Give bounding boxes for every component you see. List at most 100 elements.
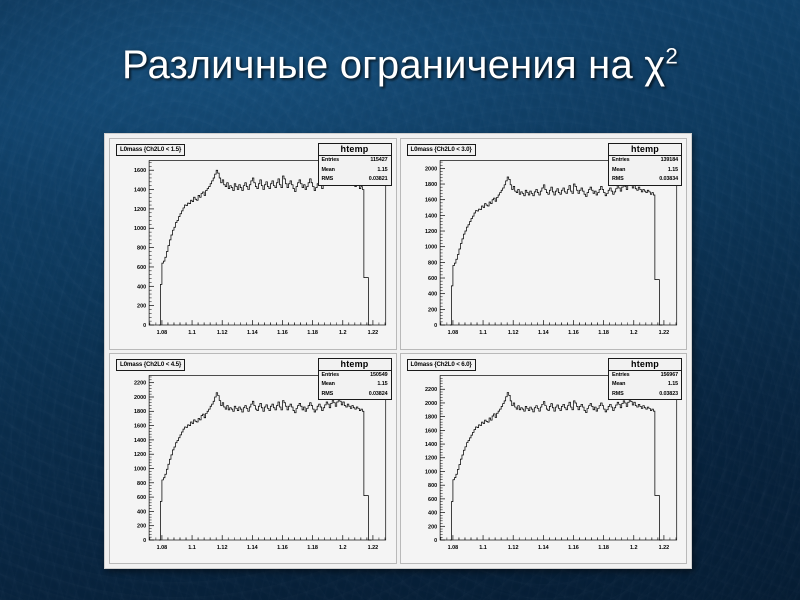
page-title: Различные ограничения на χ2	[0, 44, 800, 86]
statistics-key: Mean	[321, 381, 335, 387]
statistics-value: 1.15	[377, 166, 388, 173]
y-tick-label: 1200	[425, 229, 437, 235]
histogram-curve	[158, 169, 372, 326]
x-tick-label: 1.1	[188, 544, 196, 550]
y-tick-label: 0	[434, 537, 437, 543]
statistics-value: 1.15	[667, 381, 678, 387]
histogram-pad[interactable]: L0mass {Ch2L0 < 4.5} htemp Entries 150549 Me…	[109, 352, 397, 564]
y-tick-label: 1600	[425, 198, 437, 204]
y-tick-label: 0	[143, 537, 146, 543]
statistics-value: 0.03834	[659, 176, 678, 182]
y-tick-label: 1400	[134, 188, 146, 194]
y-tick-label: 200	[428, 307, 437, 313]
x-tick-label: 1.12	[507, 544, 518, 550]
y-tick-label: 1800	[425, 182, 437, 188]
y-tick-label: 800	[428, 483, 437, 489]
y-tick-label: 2000	[425, 166, 437, 172]
y-tick-label: 1400	[134, 437, 146, 443]
statistics-row: Mean 1.15	[609, 166, 681, 176]
statistics-box[interactable]: htemp Entries 139184 Mean 1.15 RMS 0.03834	[608, 143, 682, 186]
x-tick-label: 1.18	[598, 544, 609, 550]
statistics-value: 0.03821	[368, 176, 388, 182]
statistics-key: Entries	[612, 371, 630, 378]
statistics-key: Entries	[321, 157, 340, 163]
statistics-key: Mean	[612, 381, 626, 387]
y-tick-label: 400	[137, 509, 146, 515]
x-tick-label: 1.2	[629, 544, 637, 550]
plot-area: 0 200 400 600 800 1000 1200 1400 1600 1800 2000 220…	[401, 354, 687, 564]
plot-area: 0 200 400 600 800 1000 1200 1400 1600 1800 2000 1.0…	[401, 139, 687, 349]
y-tick-label: 1400	[425, 213, 437, 219]
statistics-row: Entries 156967	[609, 371, 681, 381]
statistics-box-title: htemp	[609, 144, 681, 156]
statistics-value: 150549	[370, 371, 388, 378]
x-axis: 1.08 1.1 1.12 1.14 1.16 1.18 1.2 1.22	[149, 320, 386, 336]
statistics-row: Entries 150549	[319, 371, 391, 381]
y-tick-label: 2000	[425, 400, 437, 406]
histogram-pad[interactable]: L0mass {Ch2L0 < 3.0} htemp Entries 139184 Me…	[399, 138, 687, 350]
x-tick-label: 1.18	[598, 330, 609, 336]
x-tick-label: 1.08	[157, 330, 168, 336]
x-tick-label: 1.1	[479, 330, 487, 336]
statistics-row: Mean 1.15	[319, 166, 391, 176]
x-tick-label: 1.22	[658, 330, 669, 336]
x-tick-label: 1.12	[217, 544, 228, 550]
statistics-box-title: htemp	[318, 144, 391, 156]
histogram-curve	[449, 176, 662, 326]
y-axis: 0 200 400 600 800 1000 1200 1400 1600 1800 2000	[425, 161, 445, 329]
y-tick-label: 200	[137, 304, 146, 310]
y-axis: 0 200 400 600 800 1000 1200 1400 1600 1800 2000 220…	[134, 376, 154, 543]
histogram-pad-grid: L0mass {Ch2L0 < 1.5} htemp Entries 115427 Me…	[109, 138, 687, 564]
statistics-value: 1.15	[667, 166, 678, 173]
x-axis: 1.08 1.1 1.12 1.14 1.16 1.18 1.2 1.22	[440, 320, 676, 336]
statistics-value: 0.03824	[368, 390, 388, 397]
histogram-curve	[449, 391, 662, 540]
histogram-pad[interactable]: L0mass {Ch2L0 < 1.5} htemp Entries 115427 Me…	[109, 138, 397, 350]
x-tick-label: 1.14	[247, 330, 259, 336]
statistics-key: RMS	[612, 390, 624, 397]
y-tick-label: 800	[137, 480, 146, 486]
y-tick-label: 1200	[425, 455, 437, 461]
y-tick-label: 800	[428, 260, 437, 266]
x-tick-label: 1.16	[277, 544, 288, 550]
y-tick-label: 600	[137, 495, 146, 501]
x-tick-label: 1.2	[339, 544, 347, 550]
y-tick-label: 400	[428, 510, 437, 516]
x-tick-label: 1.1	[188, 330, 196, 336]
statistics-key: RMS	[321, 176, 334, 182]
y-tick-label: 1800	[425, 414, 437, 420]
x-tick-label: 1.08	[447, 544, 458, 550]
statistics-key: Entries	[321, 371, 340, 378]
statistics-key: Entries	[612, 157, 630, 163]
y-tick-label: 1400	[425, 442, 437, 448]
x-tick-label: 1.14	[247, 544, 259, 550]
x-tick-label: 1.18	[307, 544, 318, 550]
x-tick-label: 1.12	[217, 330, 228, 336]
y-tick-label: 1600	[134, 423, 146, 429]
histogram-title-box: L0mass {Ch2L0 < 1.5}	[116, 144, 186, 156]
statistics-row: Mean 1.15	[319, 380, 391, 390]
statistics-row: Mean 1.15	[609, 380, 681, 390]
y-tick-label: 1600	[425, 428, 437, 434]
statistics-row: Entries 139184	[609, 156, 681, 166]
plot-area: 0 200 400 600 800 1000 1200 1400 1600 1800 2000 220…	[110, 354, 396, 564]
root-canvas-frame: L0mass {Ch2L0 < 1.5} htemp Entries 115427 Me…	[104, 133, 692, 569]
x-tick-label: 1.16	[568, 544, 579, 550]
x-tick-label: 1.22	[658, 544, 669, 550]
histogram-pad[interactable]: L0mass {Ch2L0 < 6.0} htemp Entries 156967 Me…	[399, 352, 687, 564]
statistics-box[interactable]: htemp Entries 156967 Mean 1.15 RMS 0.03823	[608, 357, 682, 400]
x-tick-label: 1.08	[157, 544, 168, 550]
plot-frame	[148, 160, 387, 326]
y-tick-label: 400	[137, 284, 146, 290]
x-tick-label: 1.18	[307, 330, 318, 336]
statistics-key: RMS	[321, 390, 334, 397]
title-superscript: 2	[665, 43, 679, 69]
x-tick-label: 1.1	[479, 544, 487, 550]
y-tick-label: 1000	[425, 245, 437, 251]
y-tick-label: 400	[428, 292, 437, 298]
statistics-box[interactable]: htemp Entries 115427 Mean 1.15 RMS 0.03821	[317, 143, 392, 186]
y-tick-label: 800	[137, 246, 146, 252]
statistics-box[interactable]: htemp Entries 150549 Mean 1.15 RMS 0.03824	[317, 357, 392, 400]
y-tick-label: 1200	[134, 207, 146, 213]
y-tick-label: 1200	[134, 452, 146, 458]
